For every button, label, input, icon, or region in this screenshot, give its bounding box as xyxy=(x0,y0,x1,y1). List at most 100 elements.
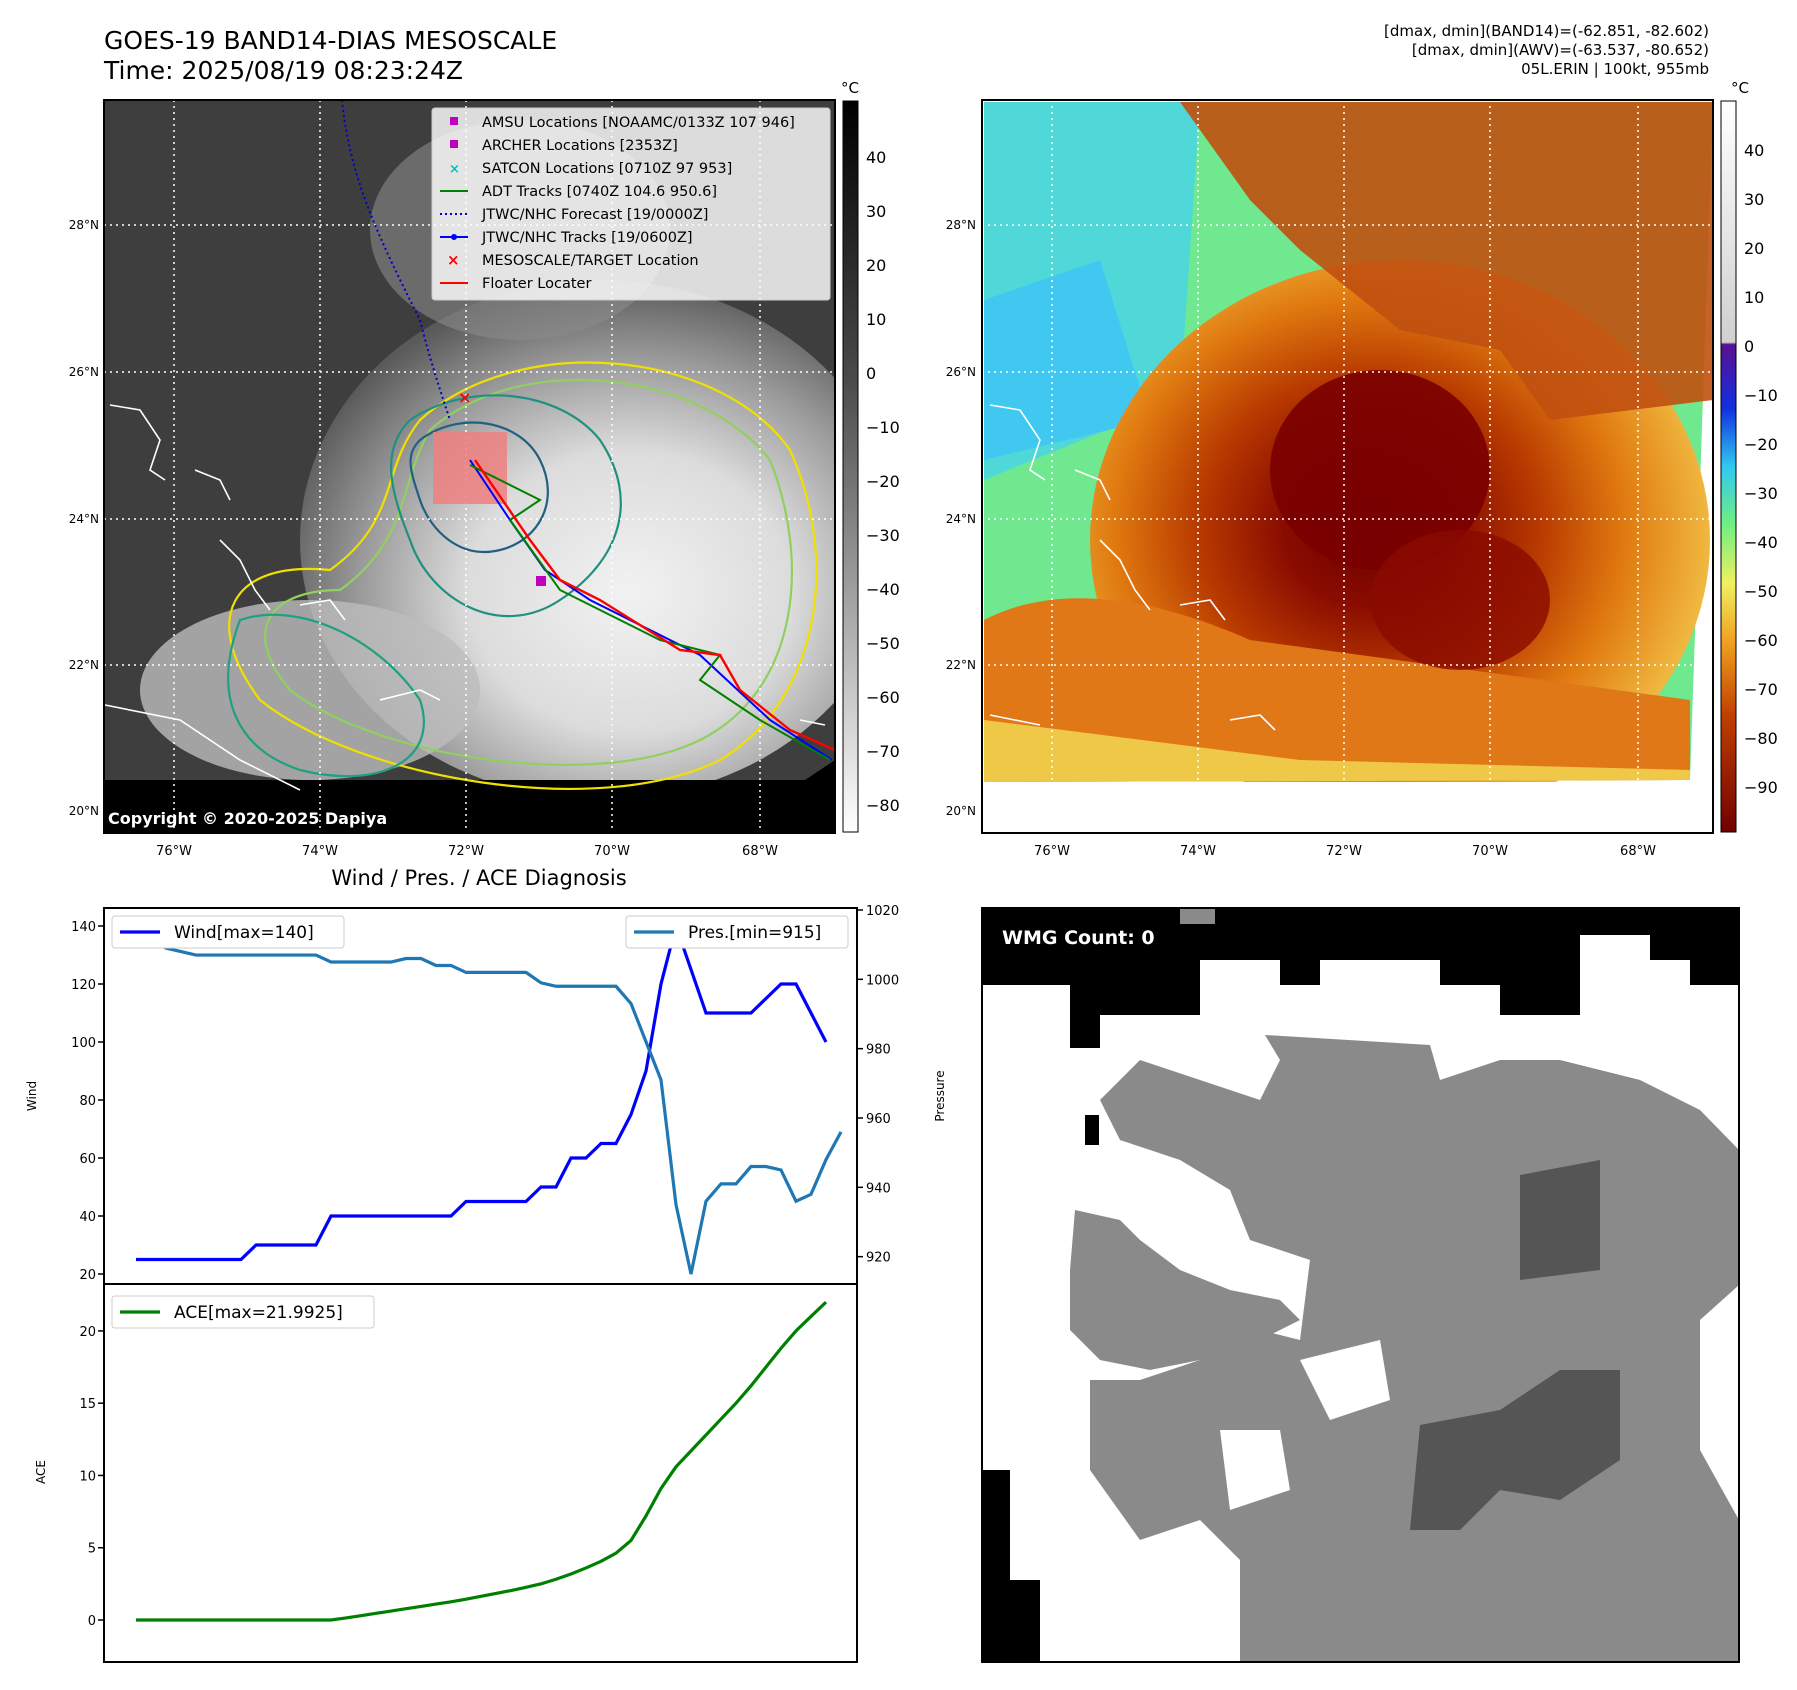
right-cb-tick: −50 xyxy=(1744,582,1778,601)
wind-tick-label: 40 xyxy=(79,1210,96,1225)
map-legend: × × AMSU Locations [NOAAMC/0133Z 107 946… xyxy=(431,107,831,301)
left-cb-tick: 40 xyxy=(866,148,886,167)
legend-label-tracks: JTWC/NHC Tracks [19/0600Z] xyxy=(481,230,693,246)
left-cb-tick: −40 xyxy=(866,580,900,599)
right-map-frame xyxy=(981,99,1714,834)
info-line-band14: [dmax, dmin](BAND14)=(-62.851, -82.602) xyxy=(1384,22,1709,40)
right-cb-tick: −20 xyxy=(1744,435,1778,454)
legend-label-satcon: SATCON Locations [0710Z 97 953] xyxy=(482,161,732,177)
legend-label-adt: ADT Tracks [0740Z 104.6 950.6] xyxy=(482,184,717,200)
left-cb-tick: 20 xyxy=(866,256,886,275)
right-cb-tick: −40 xyxy=(1744,533,1778,552)
legend-label-amsu: AMSU Locations [NOAAMC/0133Z 107 946] xyxy=(482,115,795,131)
wind-series-line xyxy=(136,920,828,1262)
left-lat-22: 22°N xyxy=(69,658,99,672)
archer-marker xyxy=(536,576,546,586)
copyright-text: Copyright © 2020-2025 Dapiya xyxy=(108,809,387,828)
pressure-tick-label: 980 xyxy=(866,1043,891,1058)
right-lon-76: 76°W xyxy=(1034,844,1070,859)
adt-track xyxy=(469,464,831,761)
ace-legend: ACE[max=21.9925] xyxy=(111,1295,375,1329)
left-lon-68: 68°W xyxy=(742,844,778,859)
intensity-info: [dmax, dmin](BAND14)=(-62.851, -82.602) … xyxy=(1384,22,1709,79)
pressure-tick-label: 1000 xyxy=(866,973,899,988)
pressure-series-line xyxy=(136,936,843,1275)
wmg-label-box xyxy=(992,920,1173,952)
left-lat-28: 28°N xyxy=(69,218,99,232)
pressure-tick-label: 1020 xyxy=(866,904,899,919)
right-cb-tick: −70 xyxy=(1744,680,1778,699)
right-cb-tick: 10 xyxy=(1744,288,1764,307)
legend-target-marker: × xyxy=(447,251,460,269)
ace-tick-label: 5 xyxy=(88,1542,96,1557)
left-colorbar-unit: °C xyxy=(841,79,859,97)
figure-time-line: Time: 2025/08/19 08:23:24Z xyxy=(104,56,463,85)
right-colorbar xyxy=(1720,100,1737,833)
wind-pressure-plot xyxy=(103,907,858,1285)
left-cb-tick: −80 xyxy=(866,796,900,815)
pressure-tick-label: 940 xyxy=(866,1181,891,1196)
left-lon-76: 76°W xyxy=(156,844,192,859)
pressure-axis-label: Pressure xyxy=(933,1070,947,1121)
ace-ticks: 0 5 10 15 20 xyxy=(79,1325,104,1629)
left-cb-tick: −70 xyxy=(866,742,900,761)
left-cb-tick: 30 xyxy=(866,202,886,221)
right-cb-tick: 20 xyxy=(1744,239,1764,258)
left-cb-tick: 10 xyxy=(866,310,886,329)
left-cb-tick: −60 xyxy=(866,688,900,707)
right-cb-tick: −30 xyxy=(1744,484,1778,503)
ace-tick-label: 15 xyxy=(79,1397,96,1412)
right-lat-20: 20°N xyxy=(946,804,976,818)
left-lat-24: 24°N xyxy=(69,512,99,526)
wind-legend-label: Wind[max=140] xyxy=(174,923,314,943)
wind-legend: Wind[max=140] xyxy=(111,915,345,949)
figure-title-line: GOES-19 BAND14-DIAS MESOSCALE xyxy=(104,26,558,55)
right-cb-tick: −90 xyxy=(1744,778,1778,797)
floater-track xyxy=(474,459,835,752)
left-lon-70: 70°W xyxy=(594,844,630,859)
wmg-frame xyxy=(981,907,1740,1663)
left-cb-tick: 0 xyxy=(866,364,876,383)
right-lon-68: 68°W xyxy=(1620,844,1656,859)
pressure-ticks: 920 940 960 980 1000 1020 xyxy=(857,904,899,1266)
ace-series-line xyxy=(136,1300,828,1622)
left-lon-74: 74°W xyxy=(302,844,338,859)
left-lat-26: 26°N xyxy=(69,365,99,379)
left-cb-tick: −10 xyxy=(866,418,900,437)
diagnosis-title: Wind / Pres. / ACE Diagnosis xyxy=(331,866,626,890)
right-lon-74: 74°W xyxy=(1180,844,1216,859)
ace-legend-label: ACE[max=21.9925] xyxy=(174,1303,343,1323)
right-cb-tick: 0 xyxy=(1744,337,1754,356)
pressure-tick-label: 920 xyxy=(866,1251,891,1266)
right-cb-tick: −10 xyxy=(1744,386,1778,405)
legend-label-forecast: JTWC/NHC Forecast [19/0000Z] xyxy=(481,207,708,223)
info-line-storm: 05L.ERIN | 100kt, 955mb xyxy=(1521,60,1709,78)
target-marker: × xyxy=(458,388,471,407)
left-cb-tick: −30 xyxy=(866,526,900,545)
wind-tick-label: 120 xyxy=(71,978,96,993)
wind-tick-label: 60 xyxy=(79,1152,96,1167)
color-satellite-image xyxy=(982,100,1713,833)
left-cb-tick: −20 xyxy=(866,472,900,491)
legend-amsu-marker xyxy=(450,117,458,125)
right-colorbar-unit: °C xyxy=(1731,79,1749,97)
forecast-track xyxy=(341,100,451,421)
figure-title: GOES-19 BAND14-DIAS MESOSCALE Time: 2025… xyxy=(104,26,557,86)
floater-box xyxy=(433,432,507,504)
right-lon-72: 72°W xyxy=(1326,844,1362,859)
wmg-grid xyxy=(982,908,1739,1662)
right-lat-22: 22°N xyxy=(946,658,976,672)
ace-plot xyxy=(103,1283,858,1663)
left-lat-20: 20°N xyxy=(69,804,99,818)
right-lat-28: 28°N xyxy=(946,218,976,232)
wind-tick-label: 20 xyxy=(79,1268,96,1283)
legend-archer-marker xyxy=(450,140,458,148)
legend-tracks-dot xyxy=(451,234,457,240)
left-cb-tick: −50 xyxy=(866,634,900,653)
left-colorbar xyxy=(842,100,859,833)
right-lon-70: 70°W xyxy=(1472,844,1508,859)
legend-label-archer: ARCHER Locations [2353Z] xyxy=(482,138,678,154)
legend-satcon-marker: × xyxy=(449,162,460,177)
right-cb-tick: −80 xyxy=(1744,729,1778,748)
